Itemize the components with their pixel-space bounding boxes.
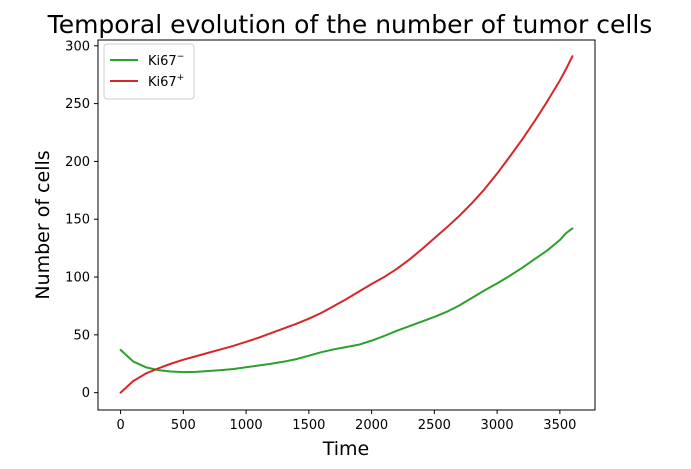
plot-area: 0 500 1000 1500 2000 2500 3000 3500 0 50 100 150 20… [65, 39, 596, 433]
y-tick-label: 150 [65, 213, 90, 228]
legend-label-base: Ki67 [148, 75, 177, 90]
legend-label: Ki67− [148, 52, 184, 69]
series-line [119, 55, 574, 394]
series-layer [119, 55, 574, 394]
x-tick-label: 500 [171, 418, 196, 433]
y-tick-label: 200 [65, 155, 90, 170]
y-tick-label: 300 [65, 39, 90, 54]
legend-label-base: Ki67 [148, 54, 177, 69]
legend-label-superscript: − [177, 52, 185, 62]
y-axis-ticks: 0 50 100 150 200 250 300 [65, 39, 98, 401]
legend-item: Ki67+ [110, 73, 184, 90]
legend-label: Ki67+ [148, 73, 184, 90]
x-tick-label: 3500 [543, 418, 576, 433]
x-axis-label: Time [322, 438, 370, 460]
legend-item: Ki67− [110, 52, 184, 69]
legend-label-superscript: + [177, 73, 185, 83]
y-tick-label: 100 [65, 271, 90, 286]
x-tick-label: 1000 [230, 418, 263, 433]
x-tick-label: 1500 [292, 418, 325, 433]
x-tick-label: 0 [116, 418, 124, 433]
chart-title: Temporal evolution of the number of tumo… [47, 10, 653, 39]
series-ki67-negative [119, 227, 574, 374]
x-tick-label: 3000 [481, 418, 514, 433]
series-ki67-positive [119, 55, 574, 394]
legend-box [103, 43, 195, 100]
series-line [119, 227, 574, 374]
legend: Ki67−Ki67+ [103, 43, 195, 100]
x-axis-ticks: 0 500 1000 1500 2000 2500 3000 3500 [116, 410, 576, 433]
y-tick-label: 50 [73, 328, 90, 343]
y-tick-label: 250 [65, 97, 90, 112]
y-tick-label: 0 [82, 386, 90, 401]
y-axis-label: Number of cells [32, 150, 54, 299]
x-tick-label: 2500 [418, 418, 451, 433]
plot-frame [97, 39, 596, 411]
x-tick-label: 2000 [355, 418, 388, 433]
